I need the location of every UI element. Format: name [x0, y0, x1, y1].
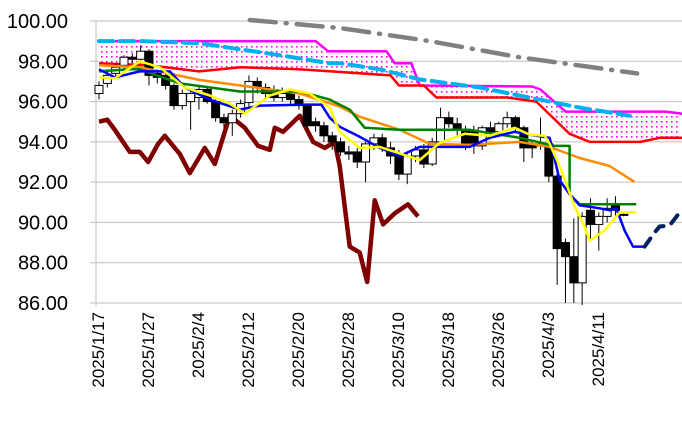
candle-body: [511, 117, 520, 129]
y-tick-label: 100.00: [7, 11, 68, 33]
candle: [444, 111, 454, 128]
candle: [436, 107, 446, 144]
y-tick-label: 94.00: [18, 132, 68, 154]
candle-body: [136, 50, 146, 60]
candle: [311, 117, 321, 132]
overlay-lines: [98, 17, 682, 249]
candle-body: [402, 155, 412, 175]
candle-body: [119, 56, 129, 66]
candle: [336, 137, 346, 156]
candle: [319, 121, 329, 142]
candle-body: [577, 215, 587, 284]
candle-body: [127, 56, 137, 60]
candle-body: [361, 143, 371, 163]
candle: [344, 145, 354, 160]
y-tick-label: 98.00: [18, 51, 68, 73]
candle: [327, 131, 337, 150]
candle-body: [94, 84, 104, 95]
y-axis-tick-labels: 100.00 98.00 96.00 94.00 92.00 90.00 88.00 86.0…: [7, 11, 68, 315]
x-tick-label: 2025/2/12: [239, 312, 258, 388]
x-tick-label: 2025/1/27: [139, 312, 158, 388]
candle-body: [594, 215, 604, 225]
candle: [94, 81, 104, 100]
ma5-line: [98, 60, 637, 242]
candle: [502, 111, 512, 128]
candle-body: [502, 117, 512, 125]
candle-body: [277, 93, 287, 99]
candle-body: [311, 121, 321, 127]
candle-body: [327, 135, 337, 143]
candle-body: [344, 151, 354, 155]
y-tick-label: 88.00: [18, 253, 68, 275]
candle: [569, 218, 579, 303]
x-tick-label: 2025/2/20: [289, 312, 308, 388]
candle: [560, 238, 570, 303]
candle-body: [177, 93, 187, 107]
candle-body: [602, 207, 612, 217]
candle: [577, 212, 587, 306]
candle-body: [461, 129, 471, 145]
candle: [294, 95, 304, 110]
forecast-line: [642, 208, 682, 249]
x-axis-tick-labels: 2025/1/17 2025/1/27 2025/2/4 2025/2/12 2025/…: [89, 312, 608, 388]
indicator-lines: [97, 39, 682, 285]
candle: [227, 109, 237, 136]
candle: [302, 103, 312, 130]
candle-body: [619, 213, 629, 216]
candle-body: [585, 209, 595, 225]
y-tick-label: 90.00: [18, 212, 68, 234]
candle: [194, 85, 204, 110]
candle: [594, 212, 604, 251]
candle: [144, 49, 154, 86]
x-tick-label: 2025/1/17: [89, 312, 108, 388]
x-tick-label: 2025/3/10: [389, 312, 408, 388]
candle-body: [352, 151, 362, 163]
candle-body: [569, 256, 579, 284]
senkou_b-line: [99, 39, 682, 115]
senkou_a-line: [98, 62, 682, 144]
candle-body: [319, 125, 329, 137]
candle: [552, 174, 562, 285]
candle-body: [227, 113, 237, 124]
x-tick-label: 2025/2/28: [339, 312, 358, 388]
y-tick-label: 96.00: [18, 92, 68, 114]
candle: [477, 125, 487, 150]
candle-body: [394, 155, 404, 175]
trend_line-line: [247, 17, 640, 76]
candle-body: [302, 105, 312, 127]
candle: [177, 89, 187, 110]
candle-body: [219, 117, 229, 124]
candle: [169, 83, 179, 110]
x-tick-label: 2025/4/11: [589, 312, 608, 386]
y-tick-label: 92.00: [18, 172, 68, 194]
candle: [352, 147, 362, 169]
long_ma-line: [97, 39, 632, 118]
candle-body: [336, 141, 346, 153]
x-tick-label: 2025/3/18: [439, 312, 458, 388]
x-tick-label: 2025/3/26: [489, 312, 508, 388]
candle-body: [552, 175, 562, 250]
candle-body: [286, 93, 296, 101]
candle-body: [560, 242, 570, 258]
candle-body: [186, 93, 196, 103]
candle-body: [444, 117, 454, 125]
tenkan-line: [98, 68, 645, 248]
y-tick-label: 86.00: [18, 293, 68, 315]
x-tick-label: 2025/2/4: [189, 312, 208, 378]
candle-body: [494, 123, 504, 133]
kijun-line: [98, 68, 637, 206]
candle-body: [211, 101, 221, 119]
candle-body: [169, 84, 179, 107]
chikou-line: [98, 113, 420, 285]
candle-body: [477, 127, 487, 147]
x-tick-label: 2025/4/3: [539, 312, 558, 378]
candle-body: [486, 127, 496, 133]
candle: [186, 91, 196, 130]
